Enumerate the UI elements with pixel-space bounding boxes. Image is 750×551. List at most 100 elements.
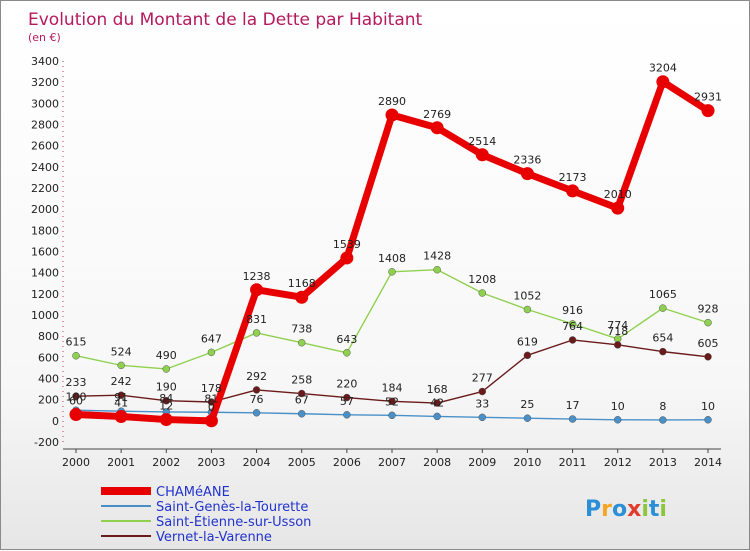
data-point xyxy=(69,407,83,421)
data-point xyxy=(566,184,580,198)
data-label: 41 xyxy=(114,396,128,409)
x-tick-label: 2002 xyxy=(152,456,180,469)
legend-label: CHAMéANE xyxy=(156,485,230,500)
data-point xyxy=(568,415,577,423)
logo-letter: t xyxy=(649,497,660,522)
data-label: 3204 xyxy=(649,62,677,75)
data-point xyxy=(433,265,441,274)
data-point xyxy=(433,412,441,421)
data-label: 84 xyxy=(159,392,173,405)
data-label: 654 xyxy=(652,332,673,345)
legend-label: Vernet-la-Varenne xyxy=(156,530,272,545)
y-tick-label: 2600 xyxy=(31,140,59,153)
data-point xyxy=(704,416,712,424)
data-point xyxy=(475,148,489,162)
data-point xyxy=(162,396,171,405)
x-tick-label: 2005 xyxy=(288,456,316,469)
data-label: 100 xyxy=(66,390,87,403)
data-point xyxy=(72,392,80,400)
data-point xyxy=(656,75,670,89)
y-tick-label: 2200 xyxy=(31,182,59,195)
data-point xyxy=(117,361,125,370)
axes: -200020040060080010001200140016001800200… xyxy=(31,55,722,469)
y-tick-label: 800 xyxy=(38,330,59,343)
data-point xyxy=(343,393,351,402)
data-point xyxy=(520,167,534,181)
data-label: 1428 xyxy=(423,250,451,263)
data-point xyxy=(430,121,444,135)
data-point xyxy=(72,351,80,360)
data-label: 1408 xyxy=(378,252,406,265)
data-point xyxy=(568,320,577,328)
x-tick-label: 2011 xyxy=(559,456,587,469)
data-label: 1238 xyxy=(243,270,271,283)
data-label: 1539 xyxy=(333,238,361,251)
y-tick-label: 3400 xyxy=(31,55,59,68)
data-label: 184 xyxy=(382,381,403,394)
series-layer xyxy=(69,75,715,428)
data-label: 928 xyxy=(698,303,719,316)
data-label: 33 xyxy=(475,397,489,410)
data-label: 60 xyxy=(69,394,83,407)
data-point xyxy=(162,365,171,373)
data-point xyxy=(478,387,487,396)
data-point xyxy=(385,108,399,122)
data-label: 619 xyxy=(517,335,538,348)
data-label: 831 xyxy=(246,313,267,326)
y-tick-label: 1200 xyxy=(31,288,59,301)
data-label: 1168 xyxy=(288,277,316,290)
legend: CHAMéANESaint-Genès-la-TouretteSaint-Éti… xyxy=(101,485,311,545)
data-label: 2890 xyxy=(378,95,406,108)
data-point xyxy=(297,409,306,418)
x-tick-label: 2006 xyxy=(333,456,361,469)
data-label: 643 xyxy=(336,333,357,346)
chart-title: Evolution du Montant de la Dette par Hab… xyxy=(28,10,423,30)
data-point xyxy=(523,351,532,360)
data-label: 25 xyxy=(520,398,534,411)
x-tick-label: 2014 xyxy=(694,456,722,469)
y-tick-label: 3200 xyxy=(31,76,59,89)
data-label: 647 xyxy=(201,332,222,345)
data-label: 17 xyxy=(566,399,580,412)
data-point xyxy=(568,336,577,344)
legend-label: Saint-Genès-la-Tourette xyxy=(156,500,308,515)
data-label: 524 xyxy=(111,345,132,358)
y-tick-label: 0 xyxy=(52,415,59,428)
data-label: 2173 xyxy=(559,171,587,184)
data-label: 2769 xyxy=(423,108,451,121)
y-tick-label: 1800 xyxy=(31,224,59,237)
y-tick-label: 1600 xyxy=(31,246,59,259)
data-label: 190 xyxy=(156,381,177,394)
data-label: 57 xyxy=(340,395,354,408)
x-tick-label: 2010 xyxy=(513,456,541,469)
data-label: 774 xyxy=(607,319,628,332)
data-point xyxy=(523,305,532,314)
data-point xyxy=(250,283,264,297)
data-point xyxy=(114,409,128,423)
data-label: 916 xyxy=(562,304,583,317)
data-label: 10 xyxy=(611,400,625,413)
y-tick-label: 200 xyxy=(38,394,59,407)
data-point xyxy=(343,411,351,419)
data-label: 615 xyxy=(66,336,87,349)
data-label: 605 xyxy=(698,337,719,350)
data-point xyxy=(388,411,396,420)
y-tick-label: 2000 xyxy=(31,203,59,216)
data-point xyxy=(704,353,712,361)
x-tick-label: 2012 xyxy=(604,456,632,469)
data-label: 764 xyxy=(562,320,583,333)
data-point xyxy=(388,268,396,276)
x-tick-label: 2009 xyxy=(468,456,496,469)
x-tick-label: 2003 xyxy=(197,456,225,469)
data-point xyxy=(613,341,622,349)
data-point xyxy=(207,348,216,357)
data-label: 1208 xyxy=(468,273,496,286)
logo-letter: i xyxy=(659,497,667,522)
x-tick-label: 2000 xyxy=(62,456,90,469)
data-label: 52 xyxy=(385,395,399,408)
x-tick-label: 2004 xyxy=(243,456,271,469)
logo-letter: o xyxy=(612,497,627,522)
legend-label: Saint-Étienne-sur-Usson xyxy=(156,514,311,530)
